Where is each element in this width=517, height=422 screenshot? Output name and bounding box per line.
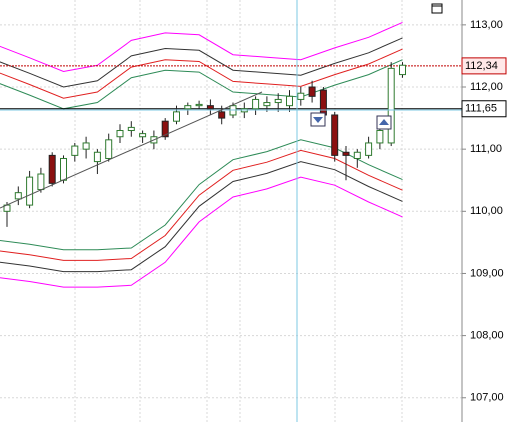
- candle-body: [71, 145, 79, 156]
- candle-body: [105, 139, 113, 159]
- candle-body: [60, 157, 67, 181]
- band-line: [0, 48, 403, 99]
- sell-marker: [310, 112, 326, 127]
- candle-body: [127, 126, 135, 132]
- candle-body: [399, 64, 406, 76]
- band-line: [0, 37, 403, 88]
- candle-body: [353, 151, 361, 159]
- candle-body: [37, 173, 45, 191]
- price-label-box: [461, 57, 507, 75]
- candle-body: [263, 102, 271, 107]
- candle-body: [252, 98, 260, 110]
- candle-body: [206, 105, 214, 110]
- candle-body: [297, 92, 305, 100]
- candle-body: [376, 130, 384, 144]
- candle-body: [173, 111, 180, 122]
- y-tick-label: 107,00: [470, 392, 504, 404]
- window-button[interactable]: [431, 3, 443, 14]
- candle-body: [139, 133, 147, 138]
- candle-body: [308, 86, 316, 97]
- band-line: [0, 21, 403, 73]
- candle-body: [26, 176, 34, 206]
- candle-body: [116, 130, 124, 138]
- candle-body: [365, 142, 373, 156]
- candle-body: [195, 103, 203, 107]
- candle-body: [286, 95, 293, 107]
- candle-body: [14, 192, 22, 200]
- candle-body: [319, 89, 327, 116]
- candle-body: [342, 151, 350, 156]
- candle-body: [161, 120, 169, 138]
- y-tick-label: 109,00: [470, 267, 504, 279]
- buy-marker: [376, 115, 392, 130]
- candle-body: [93, 151, 101, 163]
- band-line: [0, 161, 403, 273]
- candle-body: [331, 114, 339, 156]
- band-line: [0, 176, 403, 288]
- price-label: 111,65: [465, 103, 497, 115]
- price-label-box: [461, 100, 507, 118]
- y-tick-label: 108,00: [470, 330, 504, 342]
- candle-body: [82, 142, 90, 150]
- y-tick-label: 112,00: [470, 81, 503, 93]
- y-tick-label: 113,00: [470, 19, 503, 31]
- y-tick-label: 111,00: [470, 143, 502, 155]
- candle-body: [184, 105, 192, 110]
- trend-line: [0, 91, 263, 209]
- candle-body: [387, 67, 395, 144]
- price-label: 112,34: [465, 60, 498, 72]
- candle-body: [274, 98, 282, 104]
- plot-area: [0, 21, 462, 399]
- candle-body: [48, 154, 56, 184]
- candle-body: [218, 111, 226, 119]
- y-tick-label: 110,00: [470, 205, 503, 217]
